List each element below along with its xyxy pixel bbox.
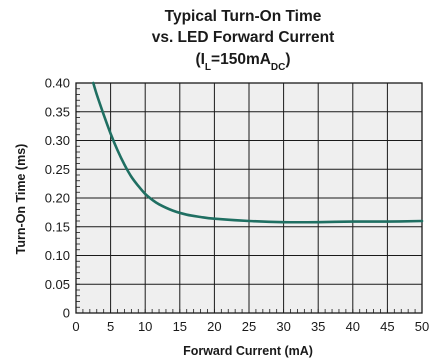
y-axis-label: Turn-On Time (ms) bbox=[14, 144, 28, 255]
x-tick-label: 50 bbox=[415, 319, 429, 334]
title-line-3-suffix: ) bbox=[285, 51, 290, 68]
grid bbox=[75, 82, 423, 314]
x-tick-label: 40 bbox=[346, 319, 360, 334]
x-tick-labels: 0 5 10 15 20 25 30 35 40 45 50 bbox=[72, 319, 429, 334]
y-tick-labels: 0 0.05 0.10 0.15 0.20 0.25 0.30 0.35 0.40 bbox=[45, 76, 70, 321]
y-tick-label: 0.25 bbox=[45, 162, 70, 177]
y-tick-label: 0.10 bbox=[45, 248, 70, 263]
x-tick-label: 15 bbox=[173, 319, 187, 334]
y-tick-label: 0.35 bbox=[45, 104, 70, 119]
x-tick-label: 10 bbox=[138, 319, 152, 334]
x-axis-label: Forward Current (mA) bbox=[183, 344, 313, 358]
title-line-3-mid: =150mA bbox=[211, 51, 271, 68]
x-tick-label: 20 bbox=[207, 319, 221, 334]
plot-frame bbox=[75, 82, 423, 314]
y-tick-label: 0 bbox=[63, 306, 70, 321]
title-line-3: (IL=150mADC) bbox=[195, 51, 290, 73]
x-tick-label: 30 bbox=[276, 319, 290, 334]
title-line-3-prefix: (I bbox=[195, 51, 204, 68]
x-tick-label: 45 bbox=[380, 319, 394, 334]
chart-title: Typical Turn-On Time vs. LED Forward Cur… bbox=[152, 8, 335, 73]
y-tick-label: 0.20 bbox=[45, 191, 70, 206]
y-tick-label: 0.30 bbox=[45, 133, 70, 148]
y-tick-label: 0.05 bbox=[45, 277, 70, 292]
series-line bbox=[92, 81, 424, 224]
x-tick-label: 25 bbox=[242, 319, 256, 334]
x-tick-label: 35 bbox=[311, 319, 325, 334]
title-line-1: Typical Turn-On Time bbox=[165, 8, 322, 25]
x-tick-label: 5 bbox=[107, 319, 114, 334]
title-line-3-sub1: L bbox=[205, 62, 211, 73]
title-line-2: vs. LED Forward Current bbox=[152, 29, 335, 46]
x-tick-label: 0 bbox=[72, 319, 79, 334]
y-tick-label: 0.15 bbox=[45, 219, 70, 234]
y-tick-label: 0.40 bbox=[45, 76, 70, 91]
title-line-3-sub2: DC bbox=[271, 62, 285, 73]
